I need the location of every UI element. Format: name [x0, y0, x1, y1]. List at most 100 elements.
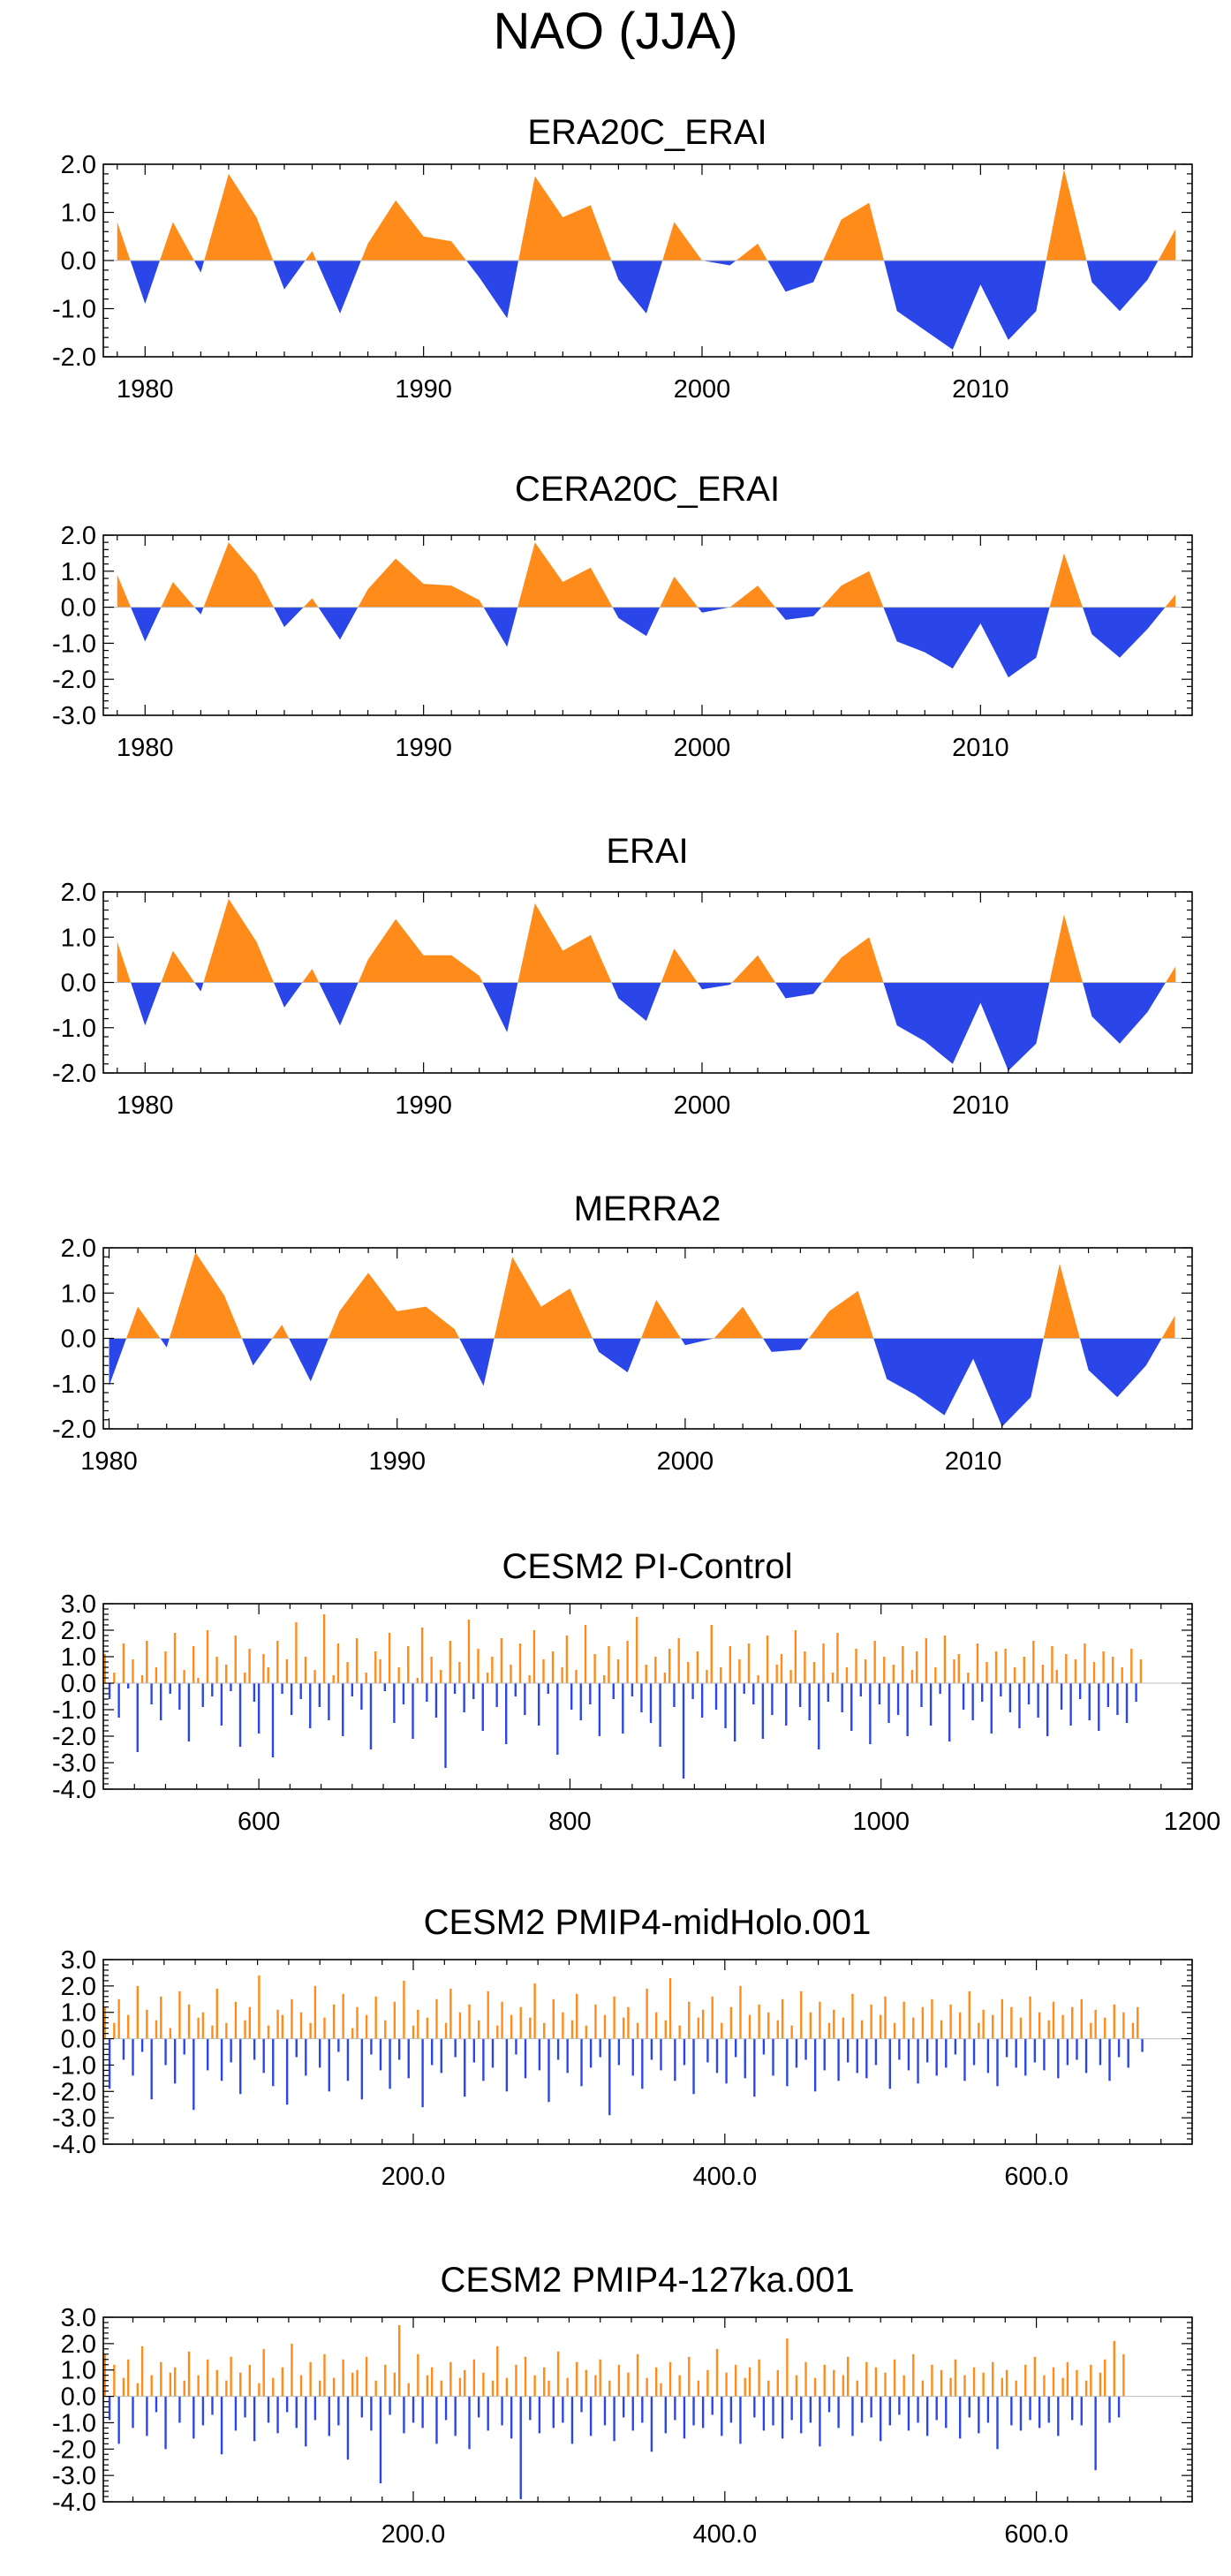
bar — [912, 2017, 915, 2039]
bar — [538, 2396, 541, 2434]
bar — [346, 2396, 350, 2460]
bar — [812, 1662, 816, 1683]
bar — [356, 2369, 359, 2397]
bar — [220, 2396, 223, 2455]
bar — [594, 2004, 597, 2039]
bar — [304, 1657, 307, 1683]
bar — [841, 1683, 843, 1712]
bar — [931, 1998, 933, 2039]
bar — [1113, 2340, 1115, 2397]
bar — [281, 2014, 284, 2039]
bar — [860, 2396, 864, 2423]
bar — [772, 2038, 774, 2076]
bar — [126, 1683, 130, 1688]
bar — [468, 2004, 471, 2039]
bar — [641, 2396, 644, 2423]
x-tick-label: 1980 — [117, 375, 174, 404]
bar — [880, 2014, 882, 2039]
y-tick-label: -1.0 — [52, 1371, 96, 1399]
bar — [721, 2396, 723, 2436]
bar — [856, 2038, 858, 2074]
bar — [837, 2038, 840, 2081]
bar — [272, 2377, 275, 2397]
bar — [117, 1683, 120, 1718]
bar — [1125, 1683, 1129, 1723]
bar — [440, 1670, 442, 1683]
bar — [1010, 2396, 1013, 2426]
bar — [556, 2038, 560, 2060]
bar — [295, 2038, 298, 2058]
bar — [468, 2396, 471, 2450]
bar — [818, 1683, 820, 1749]
bar — [1076, 2369, 1078, 2397]
bar — [365, 2356, 368, 2397]
bar — [454, 2396, 457, 2436]
bar — [925, 2396, 929, 2436]
bar — [1108, 2038, 1111, 2081]
y-tick-label: 2.0 — [61, 1617, 96, 1645]
bar — [332, 2377, 336, 2397]
bar — [435, 2396, 438, 2444]
bar — [566, 2038, 569, 2074]
x-tick-label: 600 — [238, 1808, 280, 1836]
bar — [552, 2396, 555, 2429]
bar — [146, 1641, 148, 1683]
y-tick-label: -1.0 — [52, 1696, 96, 1725]
bar — [706, 2038, 709, 2063]
bar — [790, 2025, 793, 2039]
bar — [1106, 1683, 1110, 1707]
bar — [431, 2367, 434, 2397]
y-tick-label: 0.0 — [61, 1326, 96, 1354]
bar — [776, 2369, 779, 2397]
bar — [753, 2038, 756, 2097]
bar — [762, 2396, 766, 2431]
bar — [1005, 2038, 1008, 2058]
bar — [472, 2359, 476, 2397]
bar — [421, 2396, 424, 2429]
bar — [365, 1673, 367, 1683]
bar — [986, 2038, 990, 2074]
bar — [907, 2038, 910, 2071]
panel-cesm2-midholo: CESM2 PMIP4-midHolo.001 3.02.01.00.0-1.0… — [52, 1903, 1193, 2191]
bar — [864, 1659, 867, 1683]
bar — [122, 2377, 125, 2397]
bar — [1070, 2396, 1074, 2421]
bar — [752, 1683, 755, 1704]
bar — [351, 1683, 354, 1696]
bar — [122, 2038, 125, 2060]
negative-area — [117, 982, 1176, 1071]
bar — [599, 2359, 601, 2397]
data-series — [103, 1614, 1143, 1779]
bar — [407, 2383, 410, 2397]
bar — [342, 2359, 344, 2397]
bar — [538, 1683, 540, 1726]
y-tick-label: 0.0 — [61, 247, 96, 276]
bar — [491, 2380, 495, 2397]
bar — [917, 2038, 919, 2084]
bar — [884, 2372, 887, 2397]
bar — [178, 2396, 181, 2423]
bar — [865, 2038, 868, 2079]
bar — [898, 2396, 901, 2415]
bar — [804, 1651, 806, 1683]
bar — [916, 1651, 918, 1683]
bar — [136, 1985, 139, 2039]
bar — [206, 2038, 209, 2071]
bar — [140, 1675, 144, 1683]
bar — [346, 1662, 349, 1683]
bar — [403, 2396, 405, 2434]
bar — [795, 2038, 798, 2068]
bar — [201, 2396, 205, 2426]
bar — [645, 1665, 647, 1683]
bar — [589, 1683, 592, 1704]
bar — [668, 2361, 672, 2397]
bar — [1047, 2396, 1050, 2423]
bar — [981, 1683, 984, 1702]
bar — [342, 1993, 344, 2039]
bar — [972, 2367, 976, 2397]
y-tick-label: -4.0 — [52, 2489, 96, 2517]
panel-title: CESM2 PMIP4-midHolo.001 — [424, 1903, 872, 1942]
bar — [305, 2038, 307, 2076]
bar — [617, 2364, 621, 2397]
bar — [598, 1683, 601, 1736]
